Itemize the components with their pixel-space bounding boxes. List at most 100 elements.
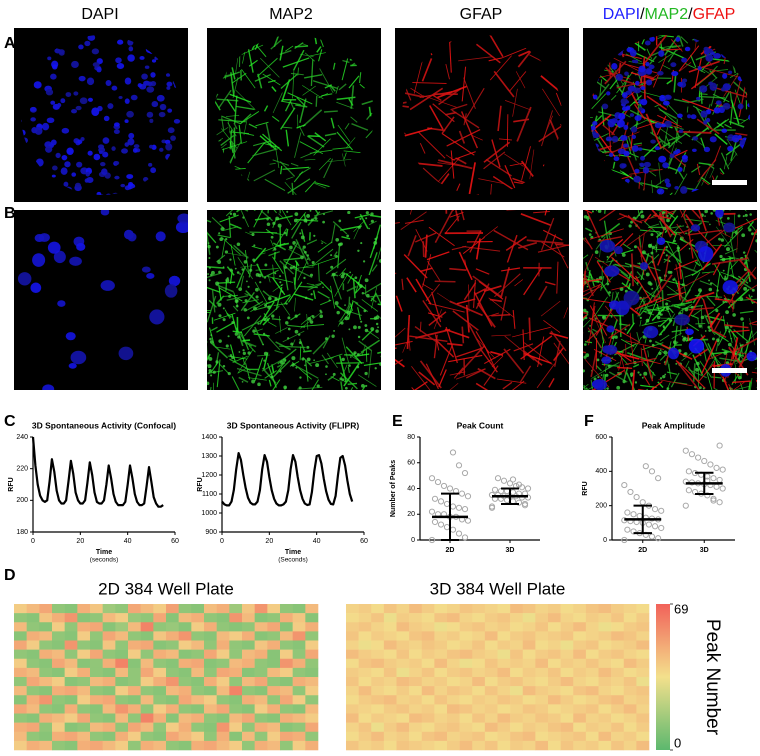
nucleus [715, 100, 722, 105]
nucleus [720, 87, 726, 92]
neurite [610, 94, 617, 101]
astrocyte-process [697, 363, 714, 383]
puncta [639, 316, 642, 320]
neurite [263, 105, 269, 112]
neurite [228, 215, 232, 238]
x-axis-label: Time [96, 549, 112, 556]
heatmap-cell [548, 704, 561, 714]
heatmap-cell [459, 622, 473, 632]
heatmap-cell [267, 731, 281, 742]
neurite [283, 265, 289, 291]
neurite [350, 386, 354, 390]
neurite [727, 256, 750, 262]
heatmap-cell [64, 686, 78, 696]
puncta [375, 329, 379, 333]
neurite [242, 299, 259, 304]
puncta [657, 324, 660, 327]
puncta [364, 278, 369, 283]
neurite [330, 285, 336, 309]
heatmap-cell [409, 658, 423, 669]
nucleus [92, 62, 100, 68]
heatmap-cell [623, 613, 637, 623]
heatmap-cell [573, 713, 587, 723]
heatmap-cell [409, 722, 423, 733]
neurite [673, 325, 678, 349]
nucleus [80, 136, 85, 142]
astrocyte-process [465, 304, 470, 333]
heatmap-cell [26, 740, 40, 751]
puncta [228, 294, 232, 298]
astrocyte-process [645, 113, 663, 149]
nucleus [166, 86, 171, 90]
nucleus [630, 126, 638, 133]
neurite [300, 229, 306, 242]
heatmap-cell [434, 731, 448, 742]
heatmap-cell [484, 695, 498, 705]
astrocyte-process [583, 273, 594, 297]
neurite [259, 135, 277, 151]
heatmap-cell [90, 695, 103, 705]
neurite [318, 157, 331, 171]
puncta [225, 344, 229, 348]
nucleus [128, 46, 134, 52]
astrocyte-process [521, 146, 531, 181]
neurite [225, 210, 234, 217]
puncta [335, 254, 338, 258]
heatmap-cell [153, 667, 167, 678]
nucleus [133, 144, 140, 149]
puncta [374, 237, 377, 241]
heatmap-cell [623, 713, 637, 723]
heatmap-cell [26, 677, 40, 687]
heatmap-cell [216, 704, 230, 714]
heatmap-cell [573, 704, 587, 714]
astrocyte-process [428, 226, 455, 247]
heatmap-cell [254, 604, 268, 614]
heatmap-cell [636, 658, 650, 669]
astrocyte-process [450, 103, 468, 111]
neurite [275, 327, 288, 334]
puncta [289, 245, 293, 250]
neurite [604, 387, 607, 390]
data-point [633, 493, 640, 501]
astrocyte-process [650, 380, 663, 390]
heatmap-cell [421, 658, 435, 669]
heatmap-cell [522, 640, 536, 650]
nucleus [165, 73, 171, 77]
nucleus [47, 241, 61, 254]
astrocyte-process [402, 127, 433, 139]
heatmap-cell [305, 631, 319, 641]
puncta [268, 296, 272, 301]
heatmap-cell [510, 622, 524, 632]
neurite [658, 319, 673, 336]
heatmap-cell [409, 731, 423, 742]
astrocyte-process [733, 78, 742, 107]
heatmap-cell [14, 695, 27, 705]
y-axis-label: RFU [8, 477, 15, 491]
neurite [217, 234, 231, 239]
neurite [234, 95, 238, 124]
puncta [229, 212, 233, 216]
astrocyte-process [540, 241, 565, 258]
heatmap-cell [254, 622, 268, 632]
heatmap-cell [191, 731, 205, 742]
nucleus [611, 63, 618, 70]
heatmap-cell [371, 667, 385, 678]
neurite [593, 296, 608, 317]
nucleus [629, 113, 635, 117]
astrocyte-process [409, 210, 412, 215]
neurite [274, 144, 280, 169]
puncta [681, 335, 684, 338]
puncta [364, 371, 368, 376]
heatmap-cell [346, 731, 359, 742]
data-point [524, 494, 532, 501]
astrocyte-process [698, 210, 707, 232]
puncta [340, 274, 345, 279]
neurite [729, 102, 734, 125]
heatmap-cell [52, 713, 65, 723]
heatmap-cell [52, 622, 65, 632]
puncta [331, 334, 335, 338]
puncta [338, 219, 342, 223]
astrocyte-process [722, 376, 730, 390]
nucleus [151, 59, 157, 63]
heatmap-cell [52, 631, 65, 641]
